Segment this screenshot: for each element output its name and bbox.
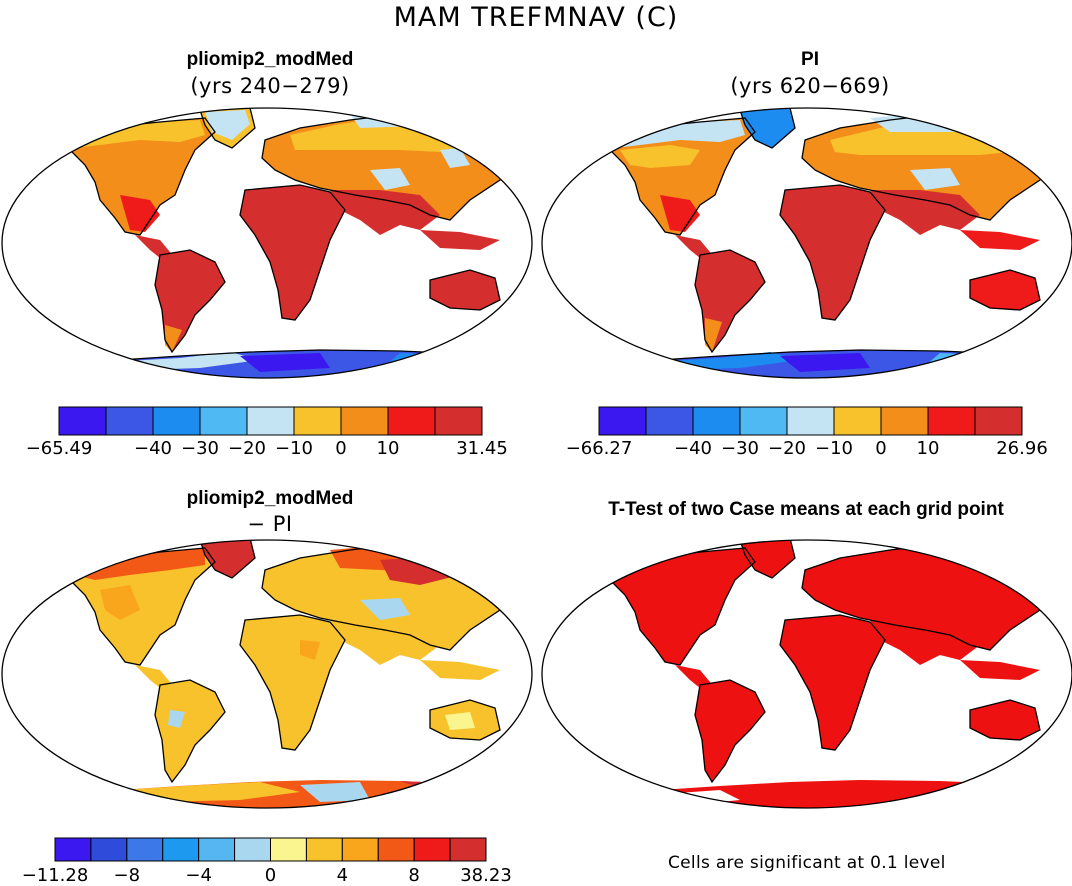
colorbar-swatch <box>413 837 451 862</box>
colorbar-swatch <box>293 406 342 436</box>
colorbar-bottom-left <box>54 837 487 862</box>
colorbar-swatch <box>162 837 200 862</box>
colorbar-swatch <box>270 837 307 862</box>
colorbar-swatch <box>126 837 164 862</box>
colorbar-swatch <box>246 406 295 436</box>
colorbar-tick-label: −66.27 <box>565 438 633 459</box>
colorbar-tick-label: −11.28 <box>21 865 89 886</box>
colorbar-tick-label: −30 <box>181 438 219 459</box>
colorbar-top-left <box>58 406 483 436</box>
significance-note: Cells are significant at 0.1 level <box>668 853 946 873</box>
map-top-right <box>542 108 1072 378</box>
colorbar-swatch <box>341 837 379 862</box>
colorbar-swatch <box>434 406 483 436</box>
colorbar-swatch <box>974 406 1023 436</box>
colorbar-tick-label: 10 <box>916 438 940 459</box>
colorbar-swatch <box>449 837 487 862</box>
colorbar-swatch <box>90 837 128 862</box>
colorbar-tick-label: 38.23 <box>460 865 512 886</box>
colorbar-tick-label: 0 <box>335 438 347 459</box>
colorbar-tick-label: 10 <box>376 438 400 459</box>
map-frame-bottom-right <box>541 539 1072 809</box>
colorbar-swatch <box>377 837 415 862</box>
colorbar-swatch <box>305 837 343 862</box>
colorbar-swatch <box>692 406 741 436</box>
colorbar-tick-label: 0 <box>264 865 277 886</box>
map-frame-top-left <box>1 107 533 379</box>
colorbar-swatch <box>54 837 92 862</box>
colorbar-tick-label: 31.45 <box>456 438 508 459</box>
colorbar-tick-label: 0 <box>875 438 887 459</box>
map-frame-top-right <box>541 107 1072 379</box>
colorbar-swatch <box>198 837 236 862</box>
panel-title-top-left: pliomip2_modMed <box>186 49 354 70</box>
colorbar-tick-label: −10 <box>275 438 313 459</box>
colorbar-swatch <box>598 406 647 436</box>
panel-subtitle-top-left: (yrs 240−279) <box>190 74 350 98</box>
colorbar-tick-label: 8 <box>408 865 420 886</box>
colorbar-tick-label: −8 <box>113 865 141 886</box>
colorbar-tick-label: −65.49 <box>25 438 93 459</box>
panel-title-top-right: PI <box>801 49 819 70</box>
colorbar-swatch <box>739 406 788 436</box>
colorbar-tick-label: −30 <box>721 438 759 459</box>
colorbar-tick-label: 4 <box>336 865 349 886</box>
colorbar-swatch <box>927 406 976 436</box>
panel-subtitle-bottom-left: − PI <box>247 512 293 536</box>
colorbar-swatch <box>340 406 389 436</box>
map-frame-bottom-left <box>1 539 533 809</box>
colorbar-swatch <box>199 406 248 436</box>
colorbar-tick-label: −40 <box>674 438 712 459</box>
panel-subtitle-top-right: (yrs 620−669) <box>730 74 890 98</box>
colorbar-swatch <box>387 406 436 436</box>
colorbar-tick-label: 26.96 <box>996 438 1048 459</box>
colorbar-top-right <box>598 406 1023 436</box>
colorbar-tick-label: −20 <box>768 438 806 459</box>
colorbar-swatch <box>880 406 929 436</box>
figure-title: MAM TREFMNAV (C) <box>393 2 679 33</box>
colorbar-tick-label: −20 <box>228 438 266 459</box>
colorbar-swatch <box>152 406 201 436</box>
colorbar-tick-label: −10 <box>815 438 853 459</box>
colorbar-tick-label: −4 <box>185 865 212 886</box>
colorbar-swatch <box>105 406 154 436</box>
colorbar-swatch <box>833 406 882 436</box>
colorbar-swatch <box>786 406 835 436</box>
colorbar-swatch <box>234 837 271 862</box>
colorbar-tick-label: −40 <box>134 438 172 459</box>
panel-title-bottom-left: pliomip2_modMed <box>186 488 354 509</box>
map-top-left <box>2 108 532 378</box>
panel-title-bottom-right: T-Test of two Case means at each grid po… <box>608 499 1004 520</box>
colorbar-swatch <box>58 406 107 436</box>
colorbar-swatch <box>645 406 694 436</box>
